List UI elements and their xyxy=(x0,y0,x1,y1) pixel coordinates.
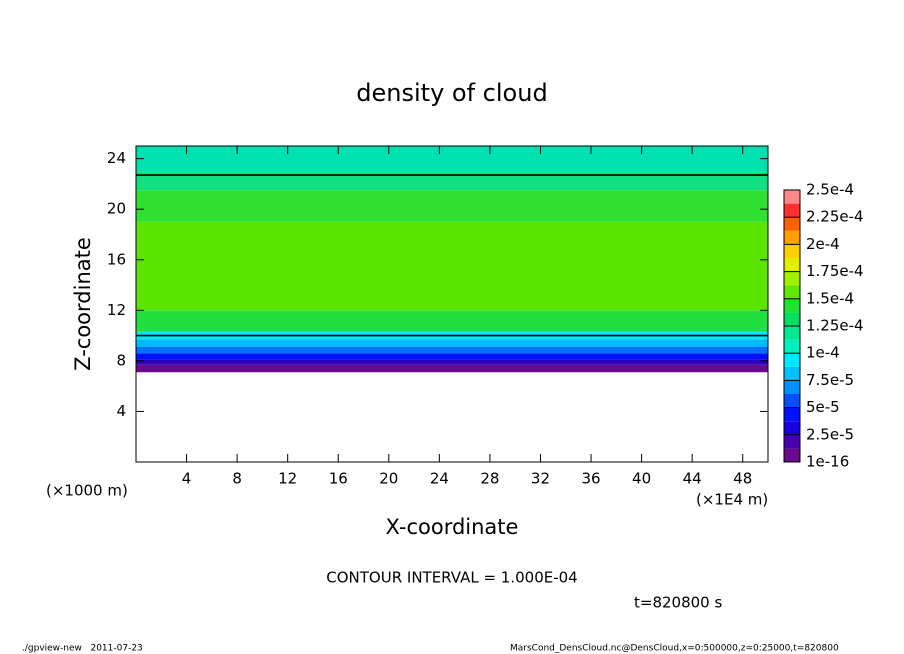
footer-right: MarsCond_DensCloud.nc@DensCloud,x=0:5000… xyxy=(510,644,839,654)
field-layer xyxy=(136,190,768,222)
y-tick-label: 16 xyxy=(107,250,126,268)
colorbar-label: 7.5e-5 xyxy=(806,371,854,389)
colorbar-segment xyxy=(784,366,800,381)
x-axis-label: X-coordinate xyxy=(386,515,519,539)
y-tick-label: 20 xyxy=(107,200,126,218)
time-label: t=820800 s xyxy=(634,594,722,612)
colorbar-segment xyxy=(784,244,800,258)
x-tick-label: 8 xyxy=(232,470,242,488)
colorbar-segment xyxy=(784,394,800,408)
colorbar-label: 2e-4 xyxy=(806,235,840,253)
colorbar-label: 2.5e-4 xyxy=(806,181,854,199)
colorbar-label: 1.5e-4 xyxy=(806,289,854,307)
x-tick-label: 12 xyxy=(278,470,297,488)
colorbar-segment xyxy=(784,448,800,462)
colorbar-label: 2.25e-4 xyxy=(806,208,864,226)
x-tick-label: 36 xyxy=(581,470,600,488)
colorbar-segment xyxy=(784,339,800,354)
colorbar-segment xyxy=(784,353,800,367)
x-tick-label: 24 xyxy=(430,470,449,488)
colorbar-segment xyxy=(784,326,800,340)
colorbar-label: 2.5e-5 xyxy=(806,425,854,443)
field-layer xyxy=(136,364,768,373)
colorbar-segment xyxy=(784,285,800,299)
colorbar-label: 1.75e-4 xyxy=(806,262,864,280)
y-unit: (×1000 m) xyxy=(46,482,128,500)
colorbar-segment xyxy=(784,434,800,449)
field-layer xyxy=(136,171,768,191)
x-tick-label: 44 xyxy=(683,470,702,488)
chart-title: density of cloud xyxy=(356,79,547,107)
contour-interval: CONTOUR INTERVAL = 1.000E-04 xyxy=(326,569,577,587)
colorbar-segment xyxy=(784,258,800,272)
colorbar-segment xyxy=(784,217,800,231)
colorbar-segment xyxy=(784,190,800,204)
field-layer xyxy=(136,310,768,332)
x-tick-label: 16 xyxy=(329,470,348,488)
x-tick-label: 40 xyxy=(632,470,651,488)
y-tick-label: 24 xyxy=(107,149,126,167)
colorbar-segment xyxy=(784,230,800,245)
y-tick-label: 12 xyxy=(107,301,126,319)
x-tick-label: 4 xyxy=(182,470,192,488)
colorbar-segment xyxy=(784,380,800,394)
footer-left: ./gpview-new 2011-07-23 xyxy=(22,644,143,654)
y-axis-label: Z-coordinate xyxy=(71,237,95,371)
colorbar-segment xyxy=(784,203,800,218)
field-layer xyxy=(136,346,768,354)
colorbar-segment xyxy=(784,312,800,326)
colorbar-label: 1e-4 xyxy=(806,344,840,362)
colorbar-label: 1e-16 xyxy=(806,453,849,471)
x-unit: (×1E4 m) xyxy=(696,491,768,509)
colorbar-label: 1.25e-4 xyxy=(806,317,864,335)
colorbar-segment xyxy=(784,407,800,422)
y-tick-label: 8 xyxy=(116,351,126,369)
colorbar-segment xyxy=(784,298,800,313)
x-tick-label: 48 xyxy=(733,470,752,488)
x-tick-label: 32 xyxy=(531,470,550,488)
field-layer xyxy=(136,339,768,347)
x-tick-label: 28 xyxy=(480,470,499,488)
x-tick-label: 20 xyxy=(379,470,398,488)
plot-frame xyxy=(135,145,769,463)
field-layer xyxy=(136,146,768,172)
colorbar-segment xyxy=(784,271,800,286)
colorbar-segment xyxy=(784,421,800,435)
field-layer xyxy=(136,221,768,311)
field-layer xyxy=(136,353,768,360)
y-tick-label: 4 xyxy=(116,402,126,420)
field-layer xyxy=(136,359,768,365)
colorbar-label: 5e-5 xyxy=(806,398,840,416)
